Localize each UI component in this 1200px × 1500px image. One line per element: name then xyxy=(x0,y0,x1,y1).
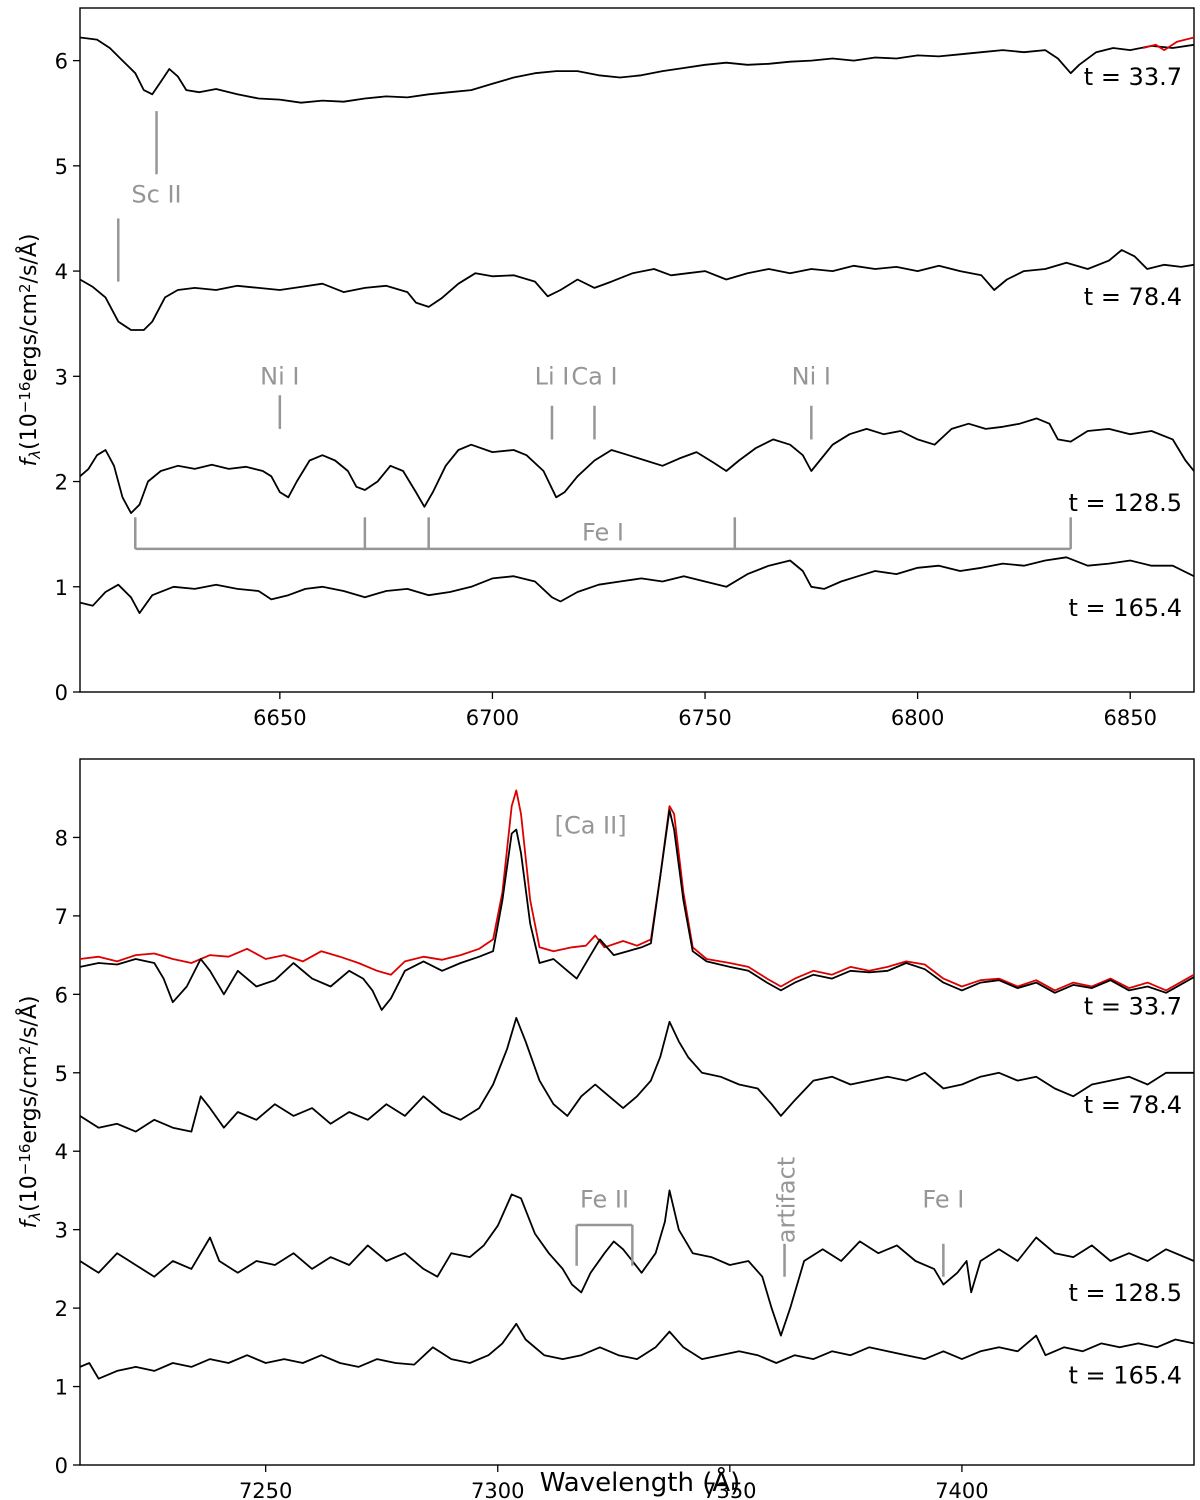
series-label: t = 33.7 xyxy=(1084,63,1182,91)
y-tick-label: 0 xyxy=(55,1454,68,1478)
line-marker-label: [Ca II] xyxy=(555,812,627,840)
y-axis-label: fλ(10−16ergs/cm2/s/Å) xyxy=(15,996,44,1229)
y-tick-label: 2 xyxy=(55,1297,68,1321)
x-tick-label: 6750 xyxy=(678,706,731,730)
bottom-panel: 7250 7300 7350 7400 0 1 2 3 4 5 6 7 8 fλ(10−16ergs/cm… xyxy=(15,758,1195,1500)
top-panel: 6650 6700 6750 6800 6850 0 1 2 3 4 5 6 fλ(10−16ergs/… xyxy=(15,7,1195,730)
line-marker-label: Li I xyxy=(535,363,570,391)
y-tick-label: 1 xyxy=(55,576,68,600)
y-tick-label: 4 xyxy=(55,260,68,284)
y-tick-label: 8 xyxy=(55,826,68,850)
x-tick-label: 6800 xyxy=(891,706,944,730)
series-line-t-78-4 xyxy=(80,1017,1194,1133)
series-label: t = 78.4 xyxy=(1084,1091,1182,1119)
x-tick-label: 7350 xyxy=(703,1479,756,1500)
data-layer xyxy=(80,789,1194,1380)
y-tick-label: 7 xyxy=(55,905,68,929)
y-tick-label: 5 xyxy=(55,1062,68,1086)
series-label: t = 33.7 xyxy=(1084,993,1182,1021)
series-label: t = 165.4 xyxy=(1069,1361,1182,1389)
series-label: t = 78.4 xyxy=(1084,283,1182,311)
series-label: t = 165.4 xyxy=(1069,594,1182,622)
x-tick-label: 7250 xyxy=(239,1479,292,1500)
series-label: t = 128.5 xyxy=(1069,489,1182,517)
data-layer xyxy=(80,36,1194,614)
y-axis-label: fλ(10−16ergs/cm2/s/Å) xyxy=(15,234,44,467)
series-line-t-128-5 xyxy=(80,417,1194,514)
x-axis-label: Wavelength (Å) xyxy=(540,1466,741,1498)
line-marker-label: Sc II xyxy=(131,181,181,209)
bracket-label: Fe II xyxy=(580,1186,629,1214)
y-tick-label: 5 xyxy=(55,155,68,179)
y-tick-label: 6 xyxy=(55,50,68,74)
line-marker-label: Ni I xyxy=(260,363,299,391)
plot-frame xyxy=(79,758,1195,1466)
x-tick-label: 6700 xyxy=(466,706,519,730)
line-marker-label: Fe I xyxy=(922,1186,964,1214)
x-tick-label: 7300 xyxy=(471,1479,524,1500)
y-tick-label: 4 xyxy=(55,1140,68,1164)
plot-frame xyxy=(79,7,1195,693)
y-tick-label: 3 xyxy=(55,1219,68,1243)
series-line-t-128-5 xyxy=(80,1189,1194,1337)
line-marker-label: Ni I xyxy=(792,363,831,391)
series-line-t-33-7 xyxy=(80,36,1194,104)
line-marker-label: Ca I xyxy=(571,363,617,391)
artifact-label: artifact xyxy=(773,1157,801,1243)
series-label: t = 128.5 xyxy=(1069,1279,1182,1307)
y-tick-label: 3 xyxy=(55,365,68,389)
x-tick-label: 6650 xyxy=(253,706,306,730)
series-line-t-33-7 xyxy=(80,809,1194,1011)
x-tick-label: 7400 xyxy=(935,1479,988,1500)
series-line-t-33-7-red- xyxy=(80,789,1194,992)
y-tick-label: 1 xyxy=(55,1376,68,1400)
y-tick-label: 0 xyxy=(55,681,68,705)
bracket-label: Fe I xyxy=(582,518,624,546)
series-line-t-33-7-red- xyxy=(1142,36,1194,51)
series-line-t-165-4 xyxy=(80,1322,1194,1380)
y-tick-label: 2 xyxy=(55,471,68,495)
series-line-t-78-4 xyxy=(80,249,1194,331)
x-tick-label: 6850 xyxy=(1103,706,1156,730)
series-line-t-165-4 xyxy=(80,556,1194,614)
y-tick-label: 6 xyxy=(55,983,68,1007)
